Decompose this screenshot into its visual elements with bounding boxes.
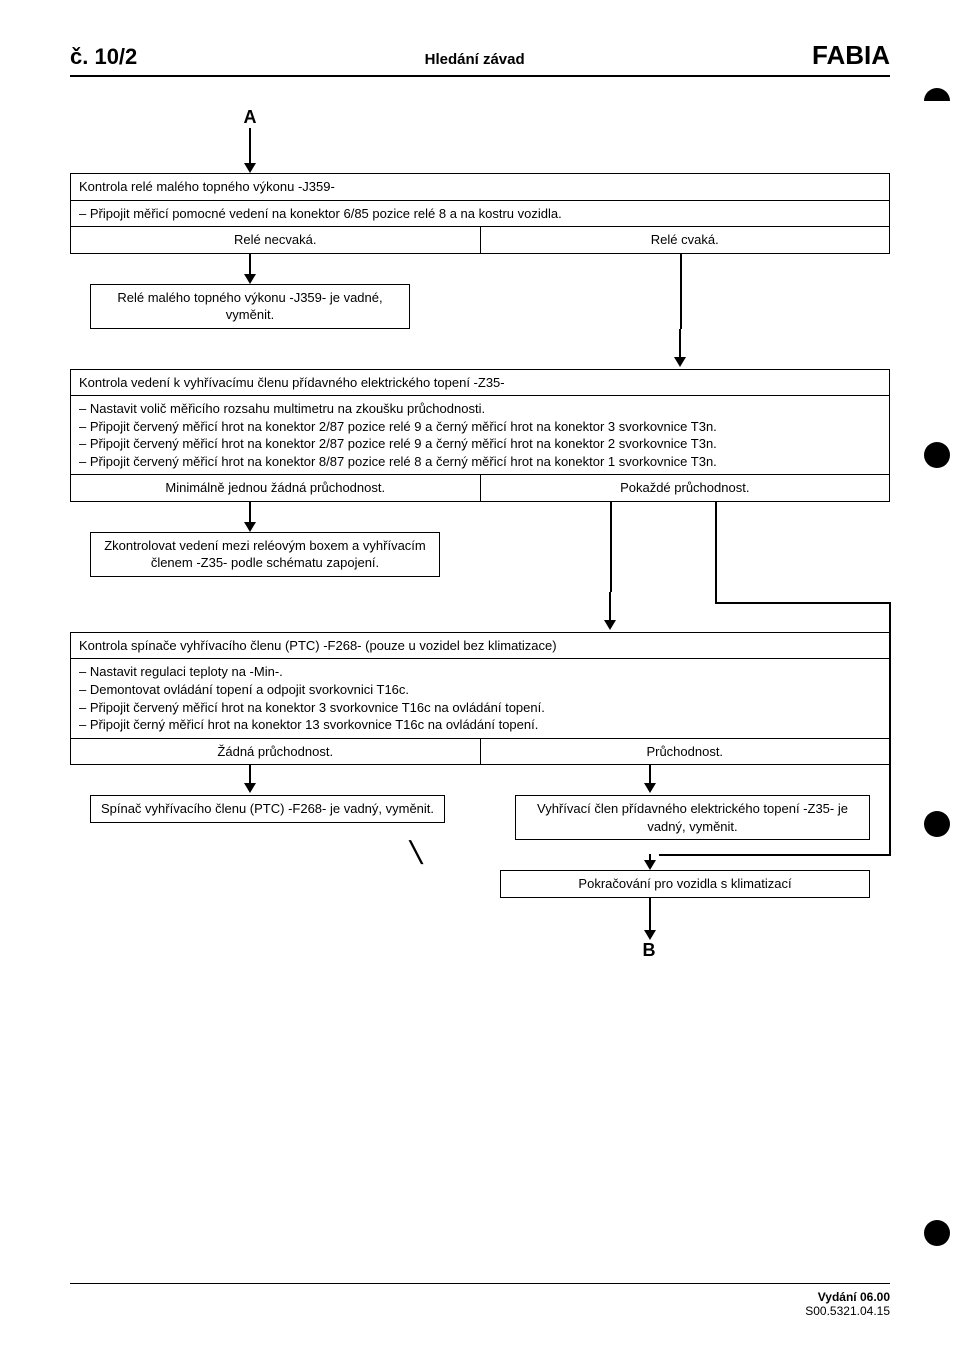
punch-dot bbox=[924, 811, 950, 837]
box-title: Kontrola relé malého topného výkonu -J35… bbox=[71, 174, 889, 201]
header-page-number: č. 10/2 bbox=[70, 44, 137, 70]
branch-right: Relé cvaká. bbox=[480, 227, 890, 253]
header-model: FABIA bbox=[812, 40, 890, 71]
punch-dot bbox=[924, 1220, 950, 1246]
step: Připojit červený měřicí hrot na konektor… bbox=[79, 453, 881, 471]
punch-dot bbox=[924, 442, 950, 468]
branch-right: Pokaždé průchodnost. bbox=[480, 475, 890, 501]
branch-row: Relé necvaká. Relé cvaká. bbox=[71, 226, 889, 253]
box-check-vedeni-z35: Kontrola vedení k vyhřívacímu členu příd… bbox=[70, 369, 890, 502]
arrow-down-icon bbox=[644, 930, 656, 940]
result-rele-vadne: Relé malého topného výkonu -J359- je vad… bbox=[90, 284, 410, 329]
step: Nastavit volič měřicího rozsahu multimet… bbox=[79, 400, 881, 418]
result-vedeni-zkontrolovat: Zkontrolovat vedení mezi reléovým boxem … bbox=[90, 532, 440, 577]
box-check-f268: Kontrola spínače vyhřívacího členu (PTC)… bbox=[70, 632, 890, 765]
flowchart: A Kontrola relé malého topného výkonu -J… bbox=[70, 107, 890, 961]
page: č. 10/2 Hledání závad FABIA A Kontrola r… bbox=[0, 0, 960, 1358]
box-steps: Nastavit regulaci teploty na -Min-. Demo… bbox=[71, 659, 889, 737]
result-z35-vadny: Vyhřívací člen přídavného elektrického t… bbox=[515, 795, 870, 840]
step: Nastavit regulaci teploty na -Min-. bbox=[79, 663, 881, 681]
arrow-down-icon bbox=[244, 783, 256, 793]
branch-left: Žádná průchodnost. bbox=[71, 739, 480, 765]
arrow-down-icon bbox=[644, 783, 656, 793]
step: Demontovat ovládání topení a odpojit svo… bbox=[79, 681, 881, 699]
label-b: B bbox=[634, 940, 664, 961]
branch-row: Žádná průchodnost. Průchodnost. bbox=[71, 738, 889, 765]
step: Připojit červený měřicí hrot na konektor… bbox=[79, 699, 881, 717]
box-steps: Připojit měřicí pomocné vedení na konekt… bbox=[71, 201, 889, 227]
page-footer: Vydání 06.00 S00.5321.04.15 bbox=[70, 1283, 890, 1318]
arrow-down-icon bbox=[674, 357, 686, 367]
step: Připojit černý měřicí hrot na konektor 1… bbox=[79, 716, 881, 734]
branch-row: Minimálně jednou žádná průchodnost. Poka… bbox=[71, 474, 889, 501]
label-a: A bbox=[240, 107, 260, 128]
footer-doc-id: S00.5321.04.15 bbox=[805, 1304, 890, 1318]
arrow-down-icon bbox=[644, 860, 656, 870]
punch-half-dot bbox=[924, 88, 950, 101]
step: Připojit červený měřicí hrot na konektor… bbox=[79, 418, 881, 436]
box-title: Kontrola vedení k vyhřívacímu členu příd… bbox=[71, 370, 889, 397]
arrow-down-icon bbox=[244, 163, 256, 173]
header-title: Hledání závad bbox=[137, 51, 812, 68]
step: Připojit měřicí pomocné vedení na konekt… bbox=[79, 205, 881, 223]
box-check-rele-j359: Kontrola relé malého topného výkonu -J35… bbox=[70, 173, 890, 254]
result-f268-vadny: Spínač vyhřívacího členu (PTC) -F268- je… bbox=[90, 795, 445, 823]
page-header: č. 10/2 Hledání závad FABIA bbox=[70, 40, 890, 77]
box-continue-climate: Pokračování pro vozidla s klimatizací bbox=[500, 870, 870, 898]
arrow-down-icon bbox=[244, 274, 256, 284]
branch-right: Průchodnost. bbox=[480, 739, 890, 765]
box-title: Kontrola spínače vyhřívacího členu (PTC)… bbox=[71, 633, 889, 660]
box-steps: Nastavit volič měřicího rozsahu multimet… bbox=[71, 396, 889, 474]
stray-mark: ╲ bbox=[410, 840, 422, 865]
footer-edition: Vydání 06.00 bbox=[818, 1290, 890, 1304]
branch-left: Minimálně jednou žádná průchodnost. bbox=[71, 475, 480, 501]
arrow-down-icon bbox=[244, 522, 256, 532]
branch-left: Relé necvaká. bbox=[71, 227, 480, 253]
step: Připojit červený měřicí hrot na konektor… bbox=[79, 435, 881, 453]
